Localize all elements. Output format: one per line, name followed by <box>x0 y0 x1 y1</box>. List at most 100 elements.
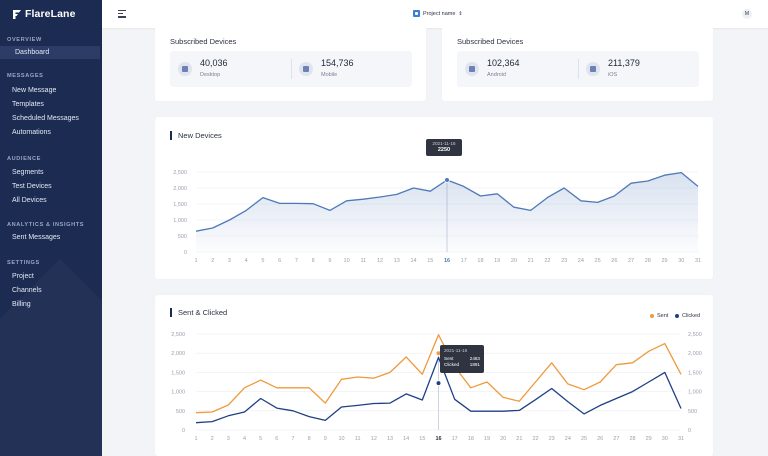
subscribed-devices-card-2: Subscribed Devices 102,364 Android 211,3… <box>442 26 713 101</box>
x-tick-label: 29 <box>646 436 652 442</box>
tooltip-date: 2021-11-16 <box>432 141 456 146</box>
new-devices-card: New Devices 0 500 1,000 1,500 2,000 2,500 1 2 3 4… <box>155 117 713 279</box>
x-tick-label: 24 <box>578 258 584 264</box>
x-tick-label: 11 <box>355 436 361 442</box>
section-messages: MESSAGES <box>7 73 44 79</box>
x-tick-label: 31 <box>678 436 684 442</box>
y-tick-label-right: 1,000 <box>688 390 702 396</box>
stat-value-ios: 211,379 <box>608 58 640 68</box>
menu-toggle-icon[interactable] <box>118 10 126 18</box>
y-tick-label-right: 2,000 <box>688 351 702 357</box>
x-tick-label: 6 <box>275 436 278 442</box>
x-tick-label: 24 <box>565 436 571 442</box>
legend-clicked[interactable]: Clicked <box>675 313 700 319</box>
x-tick-label: 23 <box>561 258 567 264</box>
x-tick-label: 19 <box>484 436 490 442</box>
subscribed-devices-card-1: Subscribed Devices 40,036 Desktop 154,73… <box>155 26 426 101</box>
sidebar-item-segments[interactable]: Segments <box>12 169 44 176</box>
y-tick-label: 2,500 <box>173 170 187 176</box>
x-tick-label: 5 <box>259 436 262 442</box>
x-tick-label: 30 <box>678 258 684 264</box>
stat-label-desktop: Desktop <box>200 72 221 78</box>
avatar[interactable]: M <box>742 9 752 19</box>
tooltip-sent-row: Sent 2483 <box>444 356 480 361</box>
x-tick-label: 28 <box>629 436 635 442</box>
clicked-highlight-point <box>435 380 442 386</box>
highlight-point <box>444 177 450 183</box>
x-tick-label: 4 <box>245 258 248 264</box>
section-settings: SETTINGS <box>7 260 40 266</box>
x-tick-label: 9 <box>324 436 327 442</box>
x-tick-label: 18 <box>468 436 474 442</box>
y-tick-label-right: 0 <box>688 428 691 434</box>
x-tick-label: 25 <box>581 436 587 442</box>
y-tick-label-left: 500 <box>176 409 185 415</box>
x-tick-label: 23 <box>549 436 555 442</box>
x-tick-label: 20 <box>511 258 517 264</box>
new-devices-tooltip: 2021-11-16 2250 <box>426 139 462 156</box>
tooltip-date: 2021-11-16 <box>444 348 468 353</box>
x-tick-label: 22 <box>544 258 550 264</box>
y-tick-label: 2,000 <box>173 186 187 192</box>
sidebar-item-scheduled-messages[interactable]: Scheduled Messages <box>12 115 79 122</box>
x-tick-label: 10 <box>338 436 344 442</box>
tooltip-clicked-label: Clicked <box>444 362 460 367</box>
y-tick-label: 1,500 <box>173 202 187 208</box>
x-tick-label: 1 <box>194 436 197 442</box>
sidebar-item-channels[interactable]: Channels <box>12 287 42 294</box>
section-overview: OVERVIEW <box>7 37 42 43</box>
sidebar-item-templates[interactable]: Templates <box>12 101 44 108</box>
legend-clicked-label: Clicked <box>682 313 701 319</box>
sidebar-item-automations[interactable]: Automations <box>12 129 51 136</box>
project-selector[interactable]: Project name ⇕ <box>413 10 463 17</box>
apple-icon <box>586 62 600 76</box>
sidebar-item-dashboard[interactable]: Dashboard <box>0 46 100 59</box>
x-tick-label: 5 <box>261 258 264 264</box>
x-tick-label: 30 <box>662 436 668 442</box>
app-logo[interactable]: FlareLane <box>12 7 76 21</box>
x-tick-label: 11 <box>360 258 366 264</box>
x-tick-label: 29 <box>661 258 667 264</box>
project-name: Project name <box>423 10 456 17</box>
section-audience: AUDIENCE <box>7 156 42 162</box>
x-tick-label: 27 <box>613 436 619 442</box>
x-tick-label: 6 <box>278 258 281 264</box>
tooltip-sent-label: Sent <box>444 356 454 361</box>
x-tick-label: 9 <box>328 258 331 264</box>
stat-label-ios: iOS <box>608 72 618 78</box>
y-tick-label-right: 1,500 <box>688 370 702 376</box>
desktop-icon <box>178 62 192 76</box>
top-bar: Project name ⇕ M <box>102 0 768 28</box>
x-tick-label: 21 <box>528 258 534 264</box>
x-tick-label: 28 <box>645 258 651 264</box>
card-title: Subscribed Devices <box>170 37 237 46</box>
y-tick-label-left: 2,000 <box>171 351 185 357</box>
series-area <box>196 172 698 252</box>
sidebar-item-project[interactable]: Project <box>12 273 34 280</box>
sent-dot-icon <box>650 314 654 318</box>
x-tick-label: 17 <box>452 436 458 442</box>
project-icon <box>413 10 420 17</box>
stat-value-desktop: 40,036 <box>200 58 228 68</box>
y-tick-label-left: 1,500 <box>171 370 185 376</box>
sidebar-item-sent-messages[interactable]: Sent Messages <box>12 234 61 241</box>
section-analytics: ANALYTICS & INSIGHTS <box>7 222 85 228</box>
card-title: Sent & Clicked <box>170 308 227 317</box>
mobile-icon <box>299 62 313 76</box>
x-tick-label: 25 <box>595 258 601 264</box>
x-tick-label: 3 <box>227 436 230 442</box>
clicked-dot-icon <box>675 314 679 318</box>
x-tick-label: 17 <box>461 258 467 264</box>
x-tick-label: 14 <box>403 436 409 442</box>
legend-sent[interactable]: Sent <box>650 313 668 319</box>
sidebar-item-new-message[interactable]: New Message <box>12 87 57 94</box>
sidebar-item-all-devices[interactable]: All Devices <box>12 197 47 204</box>
x-tick-label: 7 <box>291 436 294 442</box>
sidebar-item-test-devices[interactable]: Test Devices <box>12 183 52 190</box>
y-tick-label-right: 2,500 <box>688 332 702 338</box>
x-tick-label: 14 <box>410 258 416 264</box>
x-tick-label: 18 <box>477 258 483 264</box>
sidebar-item-billing[interactable]: Billing <box>12 301 31 308</box>
stat-value-mobile: 154,736 <box>321 58 354 68</box>
